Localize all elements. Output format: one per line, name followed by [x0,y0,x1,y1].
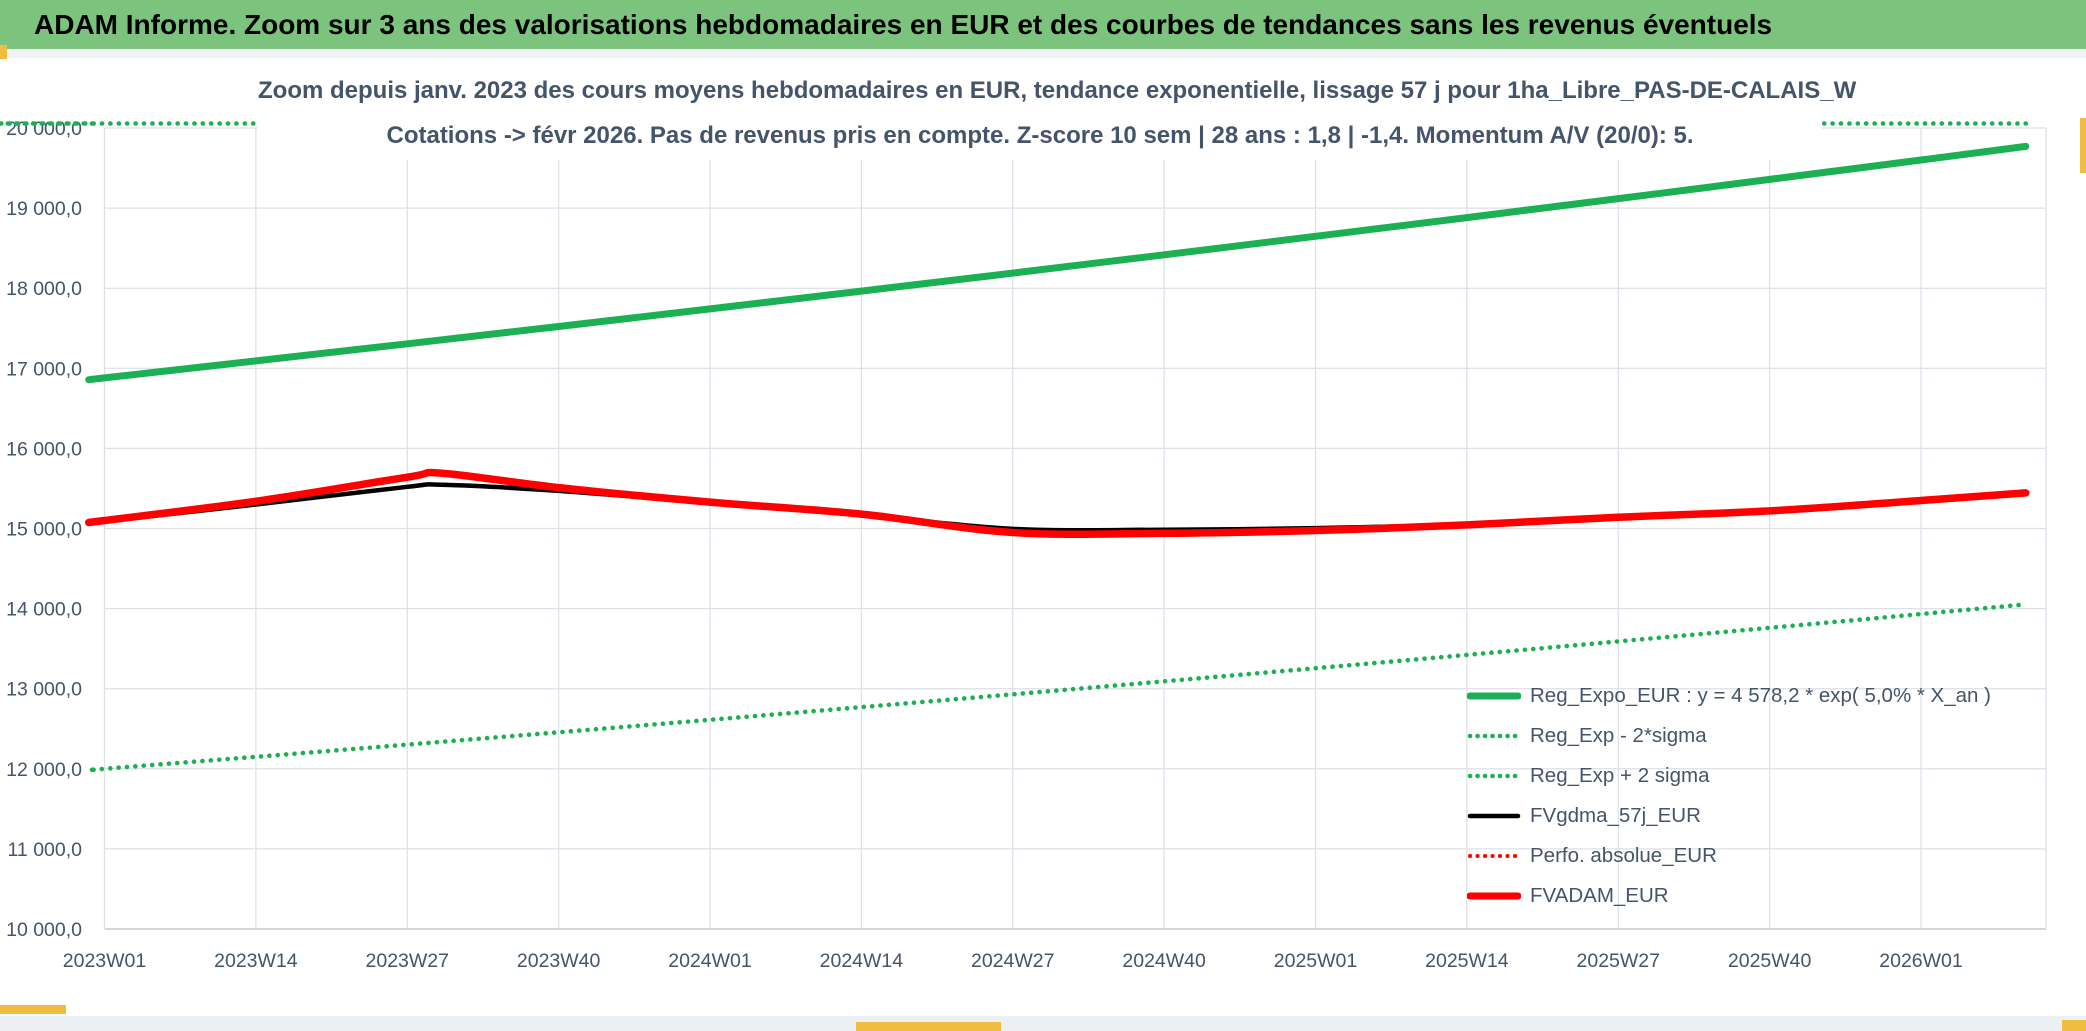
title-bar: ADAM Informe. Zoom sur 3 ans des valoris… [0,0,2086,49]
x-tick-label: 2025W14 [1425,950,1509,972]
series-line-reg_minus [86,602,2029,773]
series-line-reg_expo [85,142,2030,384]
y-tick-label: 19 000,0 [6,198,82,220]
title-bar-text: ADAM Informe. Zoom sur 3 ans des valoris… [34,9,1773,40]
y-tick-label: 13 000,0 [6,679,82,701]
header-separator [0,49,2086,58]
legend-label-reg_plus: Reg_Exp + 2 sigma [1530,764,1710,787]
series-line-fvadam [85,468,2030,538]
legend-label-fvadam: FVADAM_EUR [1530,884,1669,907]
legend-label-reg_expo: Reg_Expo_EUR : y = 4 578,2 * exp( 5,0% *… [1530,684,1991,707]
legend-label-fvgdma_57j: FVgdma_57j_EUR [1530,804,1701,827]
chart-title-line1: Zoom depuis janv. 2023 des cours moyens … [258,77,1857,104]
y-tick-label: 12 000,0 [6,759,82,781]
x-tick-label: 2023W40 [517,950,601,972]
legend-swatch-perfo_absolue [1468,854,1520,858]
chart-title-line2: Cotations -> févr 2026. Pas de revenus p… [386,122,1694,149]
chart-legend[interactable]: Reg_Expo_EUR : y = 4 578,2 * exp( 5,0% *… [1467,676,1991,916]
y-tick-label: 16 000,0 [6,438,82,460]
x-tick-label: 2024W14 [820,950,904,972]
legend-item-reg_minus[interactable]: Reg_Exp - 2*sigma [1467,716,1991,756]
legend-swatch-reg_minus [1467,733,1521,739]
legend-item-perfo_absolue[interactable]: Perfo. absolue_EUR [1467,836,1991,876]
legend-item-fvadam[interactable]: FVADAM_EUR [1467,876,1991,916]
legend-label-reg_minus: Reg_Exp - 2*sigma [1530,724,1707,747]
legend-item-fvgdma_57j[interactable]: FVgdma_57j_EUR [1467,796,1991,836]
x-tick-label: 2025W40 [1728,950,1812,972]
x-tick-label: 2024W01 [668,950,751,972]
y-tick-label: 15 000,0 [6,519,82,541]
legend-swatch-reg_plus [1467,773,1521,779]
legend-label-perfo_absolue: Perfo. absolue_EUR [1530,844,1717,867]
x-tick-label: 2023W27 [366,950,449,972]
legend-swatch-fvgdma_57j [1467,813,1521,819]
x-tick-label: 2024W40 [1122,950,1206,972]
x-tick-label: 2026W01 [1879,950,1962,972]
x-tick-label: 2025W27 [1577,950,1660,972]
window-edge-accent-bottom-right [2062,1020,2086,1031]
y-tick-label: 14 000,0 [6,599,82,621]
y-tick-label: 11 000,0 [8,839,83,861]
y-tick-label: 17 000,0 [6,358,82,380]
legend-swatch-reg_expo [1467,692,1521,700]
window-edge-accent-right [2080,118,2086,173]
bottom-edge-strip [0,1016,2086,1031]
legend-item-reg_expo[interactable]: Reg_Expo_EUR : y = 4 578,2 * exp( 5,0% *… [1467,676,1991,716]
window-edge-accent-bottom-mid [856,1022,1001,1031]
x-tick-label: 2024W27 [971,950,1054,972]
y-tick-label: 18 000,0 [6,278,82,300]
chart-canvas[interactable]: 10 000,0 11 000,0 12 000,0 13 000,0 14 000,0… [0,60,2086,1031]
y-tick-label: 10 000,0 [6,919,82,941]
window-edge-accent-left [0,45,7,59]
legend-swatch-fvadam [1467,892,1521,900]
chart-title[interactable]: Zoom depuis janv. 2023 des cours moyens … [258,62,1857,160]
window-edge-accent-bottom-left [0,1005,66,1014]
x-tick-label: 2023W01 [63,950,146,972]
legend-item-reg_plus[interactable]: Reg_Exp + 2 sigma [1467,756,1991,796]
series-line-fvgdma_57j [86,482,2017,533]
x-tick-label: 2023W14 [214,950,298,972]
x-tick-label: 2025W01 [1274,950,1357,972]
